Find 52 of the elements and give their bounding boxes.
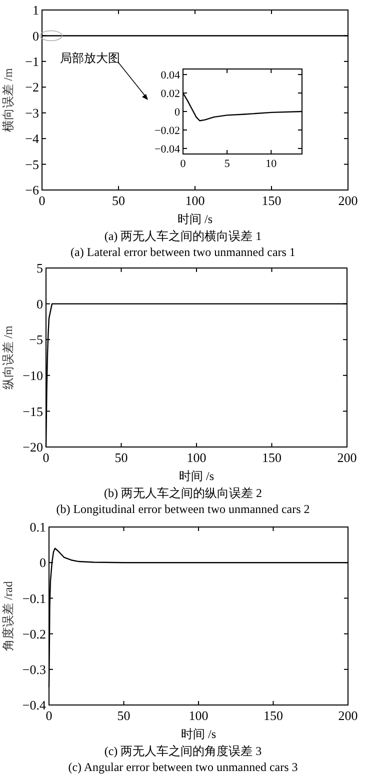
y-axis-title: 角度误差 /rad	[1, 581, 15, 651]
x-tick-label: 10	[266, 158, 278, 170]
y-tick-label: 0	[36, 296, 43, 312]
x-tick-label: 5	[224, 158, 230, 170]
text: (c) 两无人车之间的角度误差 3	[104, 744, 262, 758]
y-tick-label: 0	[32, 28, 39, 44]
y-tick-label: −0.04	[154, 143, 180, 156]
y-tick-label: 0.1	[30, 520, 46, 535]
y-tick-label: −0.02	[154, 124, 180, 137]
y-tick-label: −0.4	[22, 698, 46, 713]
x-axis-title: 时间 /s	[180, 727, 216, 741]
text: (a) 两无人车之间的横向误差 1	[104, 229, 262, 243]
y-tick-label: 1	[32, 2, 39, 18]
y-axis-title: 纵向误差 /m	[1, 325, 15, 390]
y-tick-label: −0.1	[22, 590, 46, 606]
y-tick-label: 0	[174, 106, 180, 118]
y-tick-label: −20	[22, 440, 43, 455]
x-tick-label: 100	[186, 450, 206, 465]
x-axis-title: 时间 /s	[177, 212, 213, 226]
y-tick-label: −5	[29, 332, 43, 348]
x-tick-label: 150	[262, 450, 282, 465]
y-tick-label: −15	[22, 404, 43, 419]
x-tick-label: 150	[262, 193, 282, 208]
x-tick-label: 200	[337, 450, 357, 465]
y-tick-label: 0	[40, 555, 46, 570]
y-tick-label: −10	[22, 368, 43, 383]
y-tick-label: −3	[25, 105, 39, 120]
x-tick-label: 100	[188, 708, 208, 723]
x-tick-label: 200	[338, 193, 358, 208]
y-tick-label: −1	[25, 54, 39, 69]
x-tick-label: 50	[117, 708, 130, 723]
y-tick-label: −0.3	[22, 662, 46, 677]
y-tick-label: −2	[25, 80, 39, 95]
x-tick-label: 200	[338, 708, 358, 723]
x-axis-title: 时间 /s	[178, 469, 214, 483]
y-tick-label: −4	[25, 131, 40, 146]
y-tick-label: 5	[36, 260, 43, 276]
x-tick-label: 150	[264, 708, 283, 723]
text: (b) Longitudinal error between two unmanned cars 2	[56, 502, 310, 516]
x-tick-label: 50	[112, 193, 125, 208]
x-tick-label: 100	[185, 193, 205, 208]
annotation: 局部放大图	[60, 51, 120, 65]
y-tick-label: −5	[25, 156, 39, 172]
y-tick-label: −6	[25, 182, 40, 198]
x-tick-label: 50	[114, 450, 128, 465]
y-tick-label: −0.2	[22, 626, 46, 642]
y-tick-label: 0.02	[160, 88, 180, 100]
y-tick-label: 0.04	[160, 69, 180, 82]
text: (b) 两无人车之间的纵向误差 2	[104, 486, 262, 500]
text: (a) Lateral error between two unmanned cars 1	[70, 245, 296, 259]
text: (c) Angular error between two unmanned cars 3	[68, 760, 298, 774]
y-axis-title: 横向误差 /m	[1, 68, 15, 132]
